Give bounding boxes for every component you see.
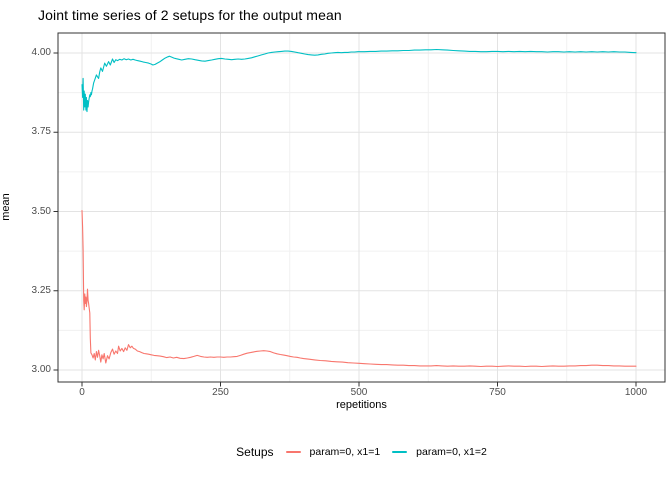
- x-tick-label: 0: [79, 387, 85, 398]
- legend-line-key-teal: [392, 451, 408, 453]
- x-axis-title: repetitions: [336, 399, 387, 411]
- y-tick-label: 3.00: [31, 364, 51, 375]
- y-tick-label: 3.75: [31, 126, 51, 138]
- chart-title: Joint time series of 2 setups for the ou…: [38, 7, 342, 23]
- y-tick-label: 3.50: [31, 205, 51, 217]
- legend-label: param=0, x1=1: [309, 446, 381, 458]
- x-tick-label: 750: [489, 387, 506, 398]
- x-tick-label: 250: [212, 387, 229, 398]
- legend-item-setup-1: param=0, x1=1: [285, 446, 381, 458]
- legend: Setups param=0, x1=1 param=0, x1=2: [58, 442, 665, 462]
- y-axis-title: mean: [0, 193, 12, 221]
- legend-line-key-red: [285, 451, 301, 453]
- y-tick-label: 3.25: [31, 284, 51, 296]
- legend-label: param=0, x1=2: [416, 446, 487, 458]
- legend-item-setup-2: param=0, x1=2: [392, 446, 487, 458]
- x-tick-label: 500: [350, 387, 368, 398]
- y-tick-label: 4.00: [31, 47, 51, 58]
- legend-title: Setups: [236, 445, 274, 459]
- x-tick-label: 1000: [624, 387, 648, 398]
